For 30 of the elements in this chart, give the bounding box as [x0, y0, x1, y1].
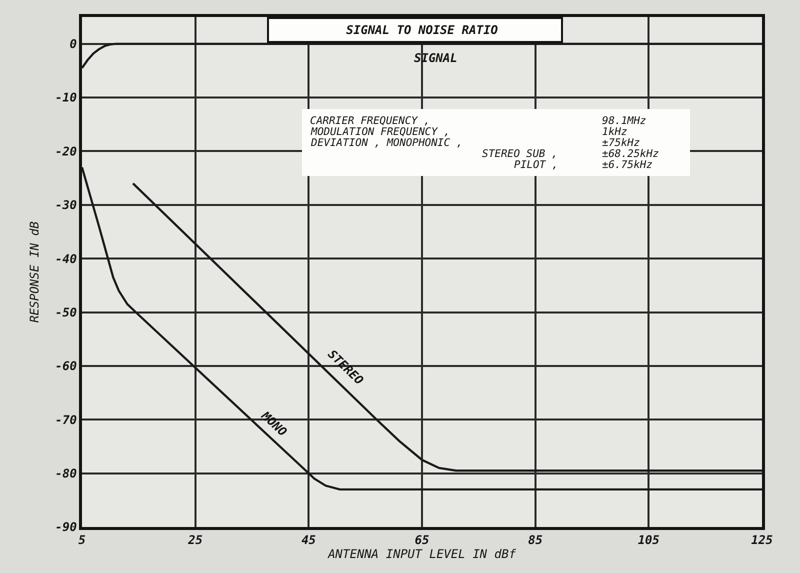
x-tick-label: 125 — [751, 533, 773, 548]
y-tick-label: -60 — [55, 359, 77, 374]
annotation: DEVIATION , MONOPHONIC , — [310, 137, 463, 149]
text: SIGNAL TO NOISE RATIO — [346, 23, 498, 38]
y-tick-label: -40 — [55, 252, 77, 266]
y-tick-label: -70 — [55, 412, 77, 427]
y-tick-label: 0 — [70, 37, 77, 52]
x-tick-label: 85 — [528, 533, 543, 548]
x-tick-label: 45 — [301, 533, 316, 548]
y-tick-label: -90 — [55, 520, 77, 534]
y-tick-label: -50 — [55, 305, 77, 320]
y-tick-label: -80 — [55, 466, 77, 481]
y-tick-label: -20 — [55, 144, 77, 158]
x-tick-label: 5 — [78, 533, 86, 548]
annotation: ±6.75kHz — [602, 159, 653, 171]
x-axis-title: ANTENNA INPUT LEVEL IN dBf — [327, 547, 517, 562]
y-axis-title: RESPONSE IN dB — [27, 221, 42, 323]
x-tick-label: 25 — [187, 533, 203, 548]
x-tick-label: 105 — [638, 533, 660, 548]
y-tick-label: -10 — [55, 90, 77, 105]
annotation: 1kHz — [602, 126, 628, 138]
y-tick-label: -30 — [55, 198, 77, 212]
annotation: PILOT , — [514, 159, 558, 171]
annotation: STEREO SUB , — [482, 148, 558, 160]
annotation: CARRIER FREQUENCY , — [310, 115, 430, 127]
annotation: ±75kHz — [602, 137, 640, 149]
annotation: 98.1MHz — [602, 115, 646, 127]
annotation: MODULATION FREQUENCY , — [310, 126, 450, 138]
annotation: ±68.25kHz — [602, 148, 659, 160]
x-tick-label: 65 — [414, 533, 430, 548]
